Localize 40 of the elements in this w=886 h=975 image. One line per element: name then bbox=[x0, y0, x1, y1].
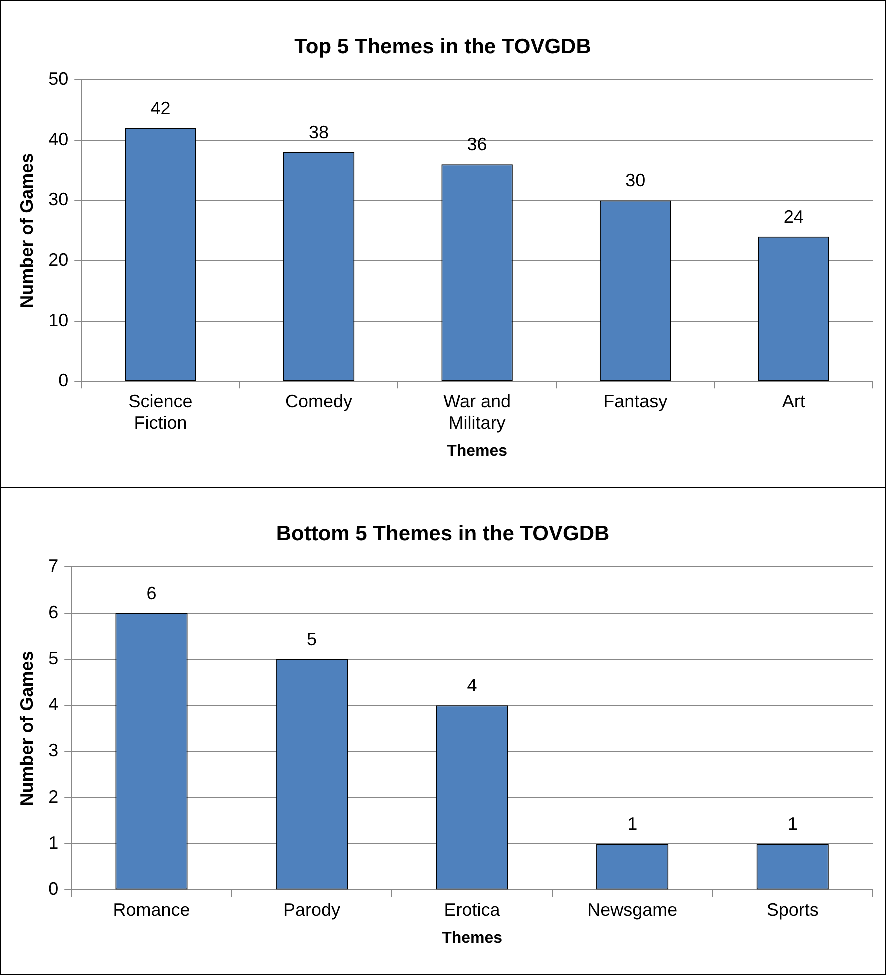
data-label: 38 bbox=[309, 122, 330, 143]
data-label: 4 bbox=[467, 676, 478, 696]
y-tick-label: 10 bbox=[48, 310, 69, 330]
chart-title: Top 5 Themes in the TOVGDB bbox=[294, 35, 592, 58]
x-tick-label: Science Fiction bbox=[128, 391, 193, 433]
data-label: 30 bbox=[626, 170, 646, 191]
x-tick-label: Comedy bbox=[286, 391, 353, 412]
y-tick-label: 5 bbox=[48, 648, 59, 668]
data-label: 1 bbox=[628, 814, 638, 834]
x-tick-label: Art bbox=[782, 391, 806, 412]
x-tick-label: Sports bbox=[766, 900, 819, 920]
y-tick-label: 0 bbox=[48, 879, 59, 900]
y-tick-label: 6 bbox=[48, 602, 59, 622]
data-label: 5 bbox=[307, 629, 318, 650]
x-axis-title: Themes bbox=[442, 930, 503, 947]
y-tick-label: 20 bbox=[48, 250, 69, 270]
x-tick-label: Newsgame bbox=[588, 900, 678, 920]
y-tick-label: 4 bbox=[48, 694, 59, 715]
chart-title: Bottom 5 Themes in the TOVGDB bbox=[276, 522, 610, 546]
y-tick-label: 3 bbox=[48, 740, 59, 761]
y-tick-label: 50 bbox=[48, 69, 69, 90]
data-label: 24 bbox=[784, 206, 804, 227]
y-tick-label: 2 bbox=[48, 786, 59, 807]
data-label: 42 bbox=[150, 98, 171, 118]
data-label: 6 bbox=[146, 583, 157, 604]
y-tick-label: 1 bbox=[48, 833, 59, 854]
data-label: 36 bbox=[467, 134, 488, 155]
y-axis-title: Number of Games bbox=[16, 651, 37, 806]
data-label: 1 bbox=[788, 814, 798, 834]
y-tick-label: 30 bbox=[48, 190, 69, 210]
x-tick-label: Fantasy bbox=[604, 391, 668, 412]
x-tick-label: Erotica bbox=[444, 900, 502, 920]
y-axis-title: Number of Games bbox=[16, 153, 37, 308]
y-tick-label: 7 bbox=[48, 556, 59, 576]
x-tick-label: Parody bbox=[284, 900, 341, 920]
x-tick-label: War and Military bbox=[444, 391, 511, 433]
y-tick-label: 40 bbox=[48, 129, 69, 150]
x-axis-title: Themes bbox=[447, 442, 508, 460]
y-tick-label: 0 bbox=[58, 370, 69, 391]
x-tick-label: Romance bbox=[113, 900, 190, 920]
